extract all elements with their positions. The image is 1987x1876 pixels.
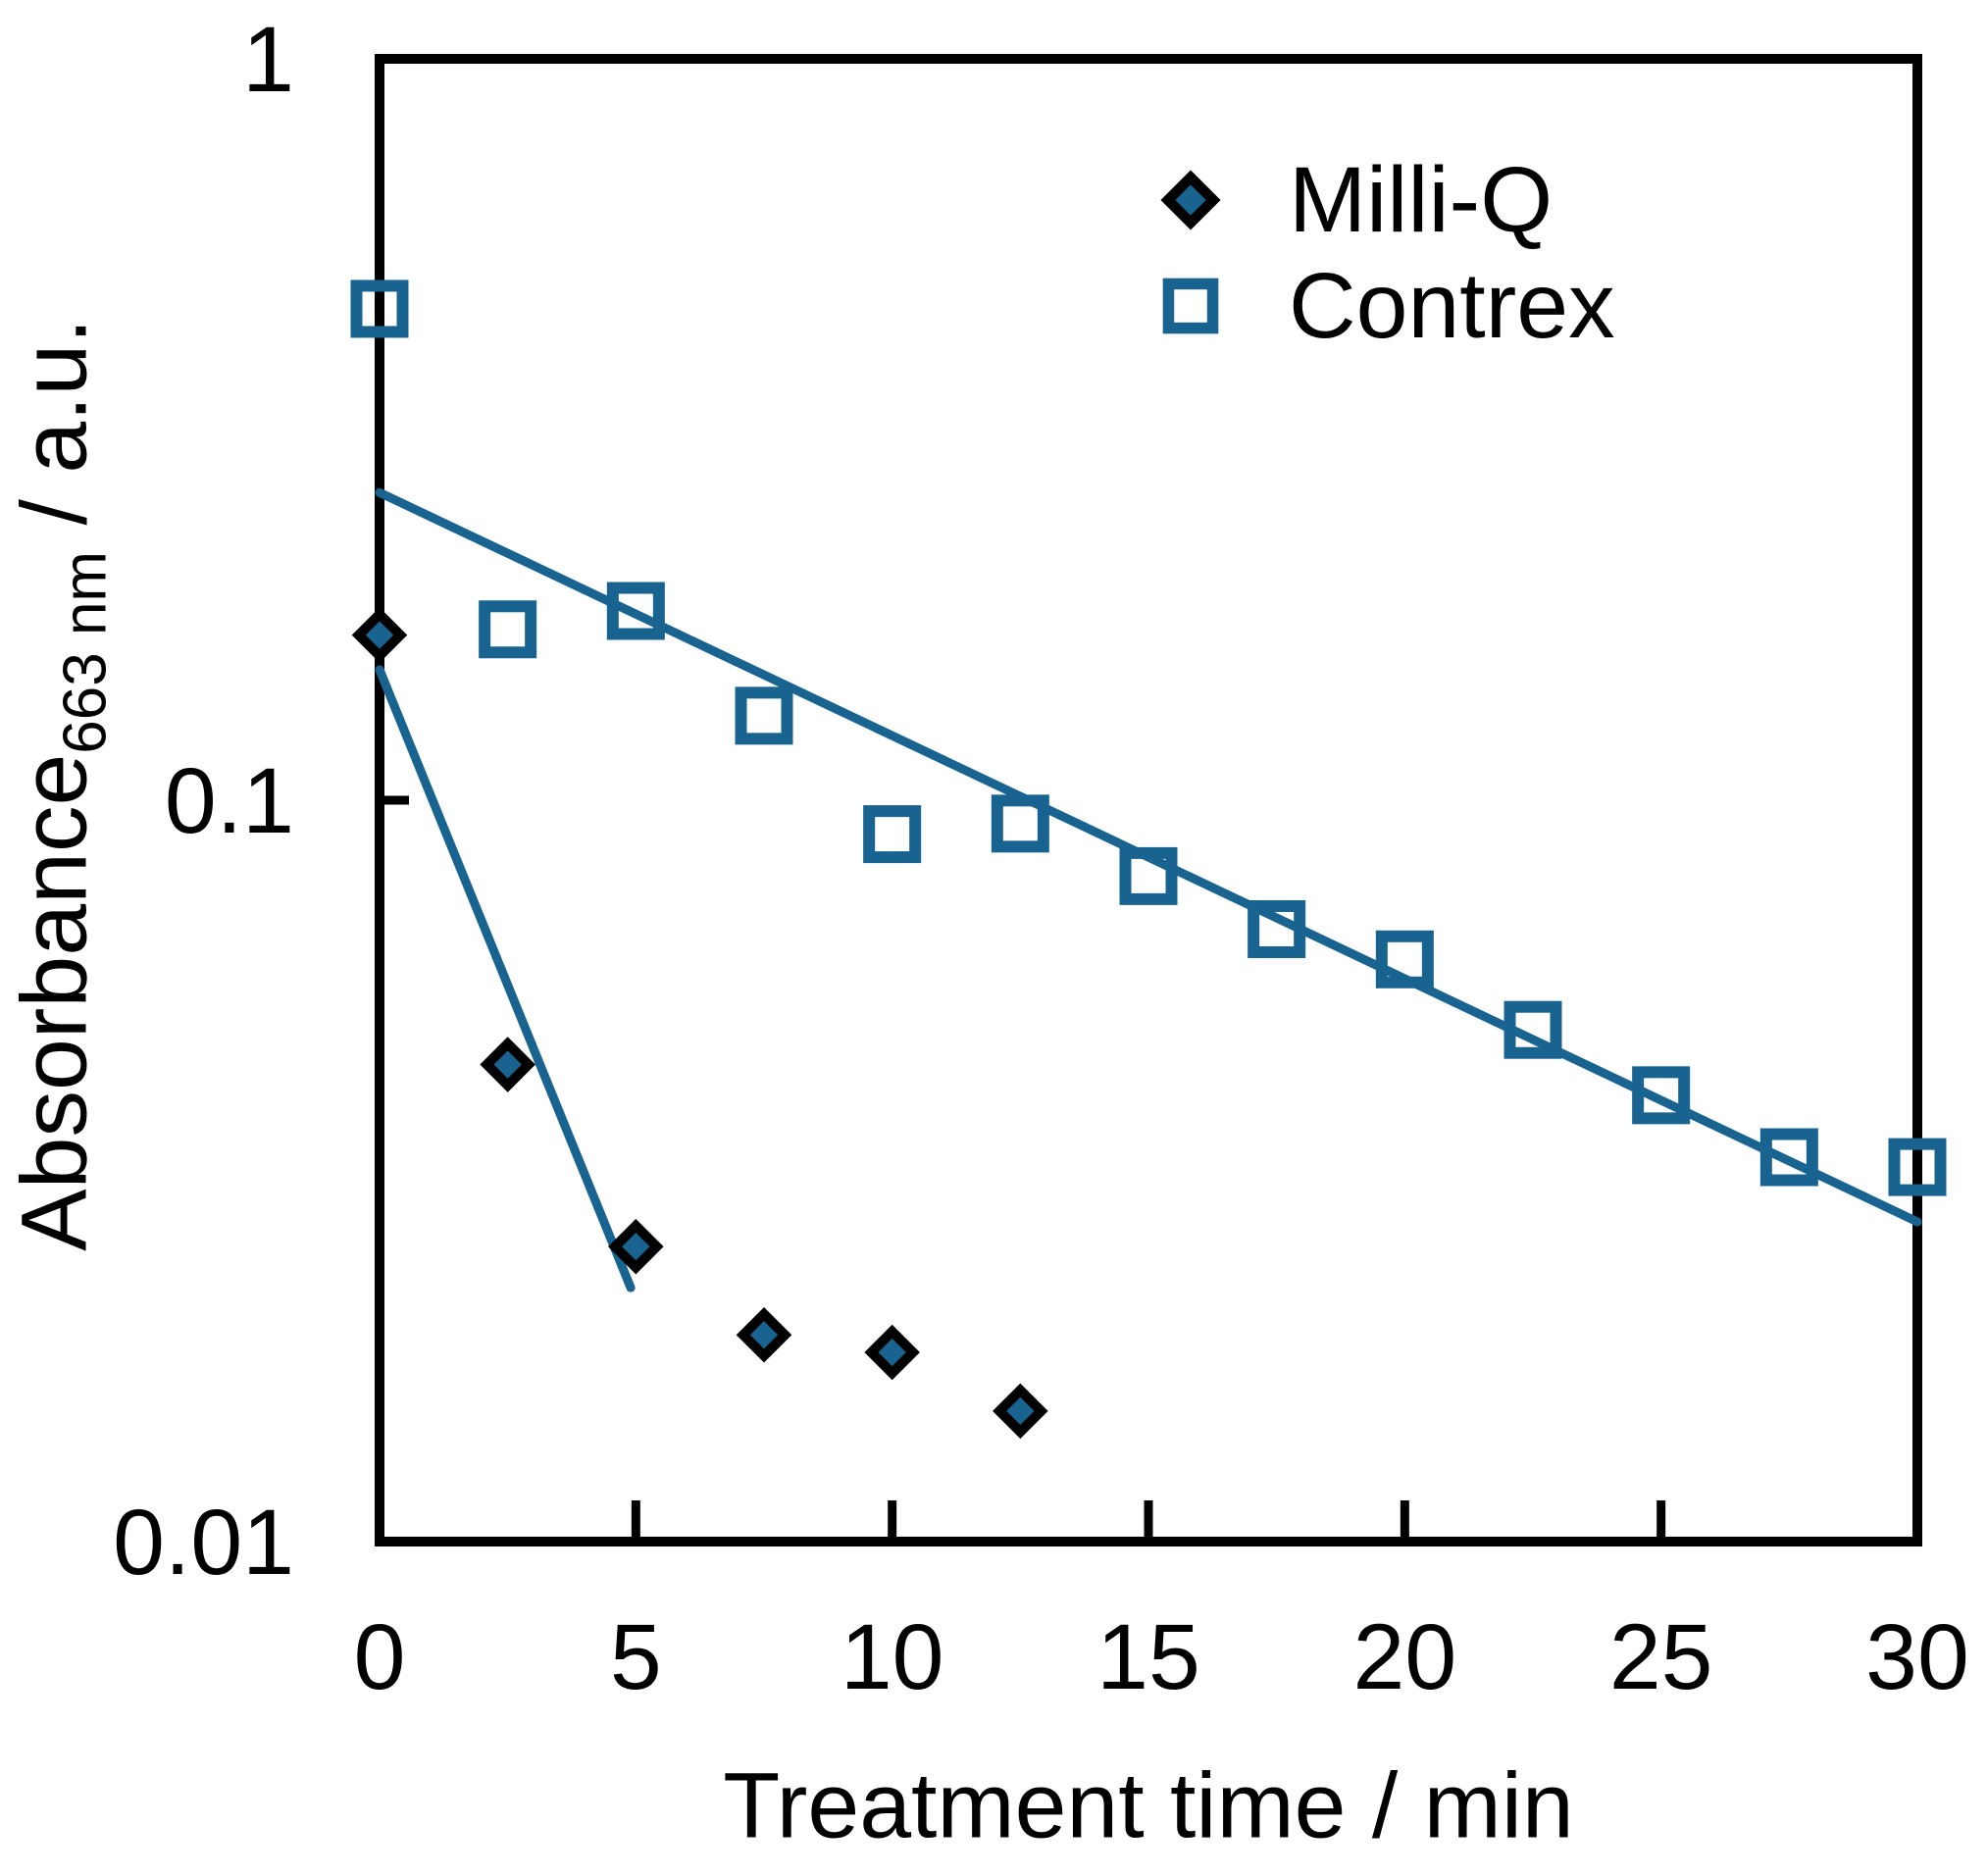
legend-item-contrex: Contrex bbox=[1144, 253, 1615, 359]
y-axis-title-subscript: 663 nm bbox=[51, 550, 120, 754]
data-point-milli-q bbox=[993, 1383, 1048, 1440]
data-point-contrex bbox=[606, 582, 665, 640]
y-axis-title-main: Absorbance bbox=[2, 753, 107, 1251]
x-tick-label: 20 bbox=[1352, 1605, 1456, 1709]
y-axis-title: Absorbance663 nm / a.u. bbox=[2, 318, 121, 1250]
legend-label-contrex: Contrex bbox=[1289, 253, 1615, 358]
data-point-contrex bbox=[863, 805, 922, 864]
legend-item-milli-q: Milli-Q bbox=[1144, 147, 1615, 253]
data-point-contrex bbox=[991, 794, 1049, 853]
filled-diamond-icon bbox=[1160, 170, 1221, 230]
data-point-contrex bbox=[735, 686, 793, 745]
x-tick-label: 5 bbox=[610, 1605, 662, 1709]
x-axis-title: Treatment time / min bbox=[723, 1753, 1574, 1858]
data-point-contrex bbox=[479, 600, 537, 659]
open-square-icon bbox=[1162, 278, 1219, 334]
fit-line-milli-q bbox=[375, 665, 636, 1293]
data-point-contrex bbox=[1759, 1128, 1818, 1187]
data-point-milli-q bbox=[736, 1306, 792, 1363]
y-tick-label: 0.01 bbox=[113, 1491, 294, 1595]
data-point-milli-q bbox=[864, 1324, 920, 1381]
data-point-contrex bbox=[1888, 1138, 1947, 1196]
legend: Milli-Q Contrex bbox=[1144, 147, 1615, 359]
data-point-milli-q bbox=[480, 1037, 535, 1092]
x-tick-label: 30 bbox=[1865, 1605, 1969, 1709]
data-point-contrex bbox=[1375, 930, 1434, 989]
y-tick-label: 1 bbox=[242, 8, 294, 112]
data-point-contrex bbox=[1248, 899, 1306, 958]
x-tick-label: 15 bbox=[1096, 1605, 1200, 1709]
legend-label-milli-q: Milli-Q bbox=[1289, 147, 1554, 252]
x-tick-label: 25 bbox=[1609, 1605, 1713, 1709]
data-point-contrex bbox=[1632, 1066, 1691, 1125]
data-point-contrex bbox=[350, 279, 409, 338]
data-point-milli-q bbox=[608, 1218, 664, 1275]
y-axis-title-unit: / a.u. bbox=[2, 318, 107, 551]
x-tick-label: 0 bbox=[354, 1605, 406, 1709]
data-point-contrex bbox=[1119, 846, 1178, 905]
data-point-milli-q bbox=[351, 607, 408, 663]
x-tick-label: 10 bbox=[841, 1605, 944, 1709]
data-point-contrex bbox=[1503, 1000, 1562, 1059]
y-tick-label: 0.1 bbox=[165, 749, 294, 853]
